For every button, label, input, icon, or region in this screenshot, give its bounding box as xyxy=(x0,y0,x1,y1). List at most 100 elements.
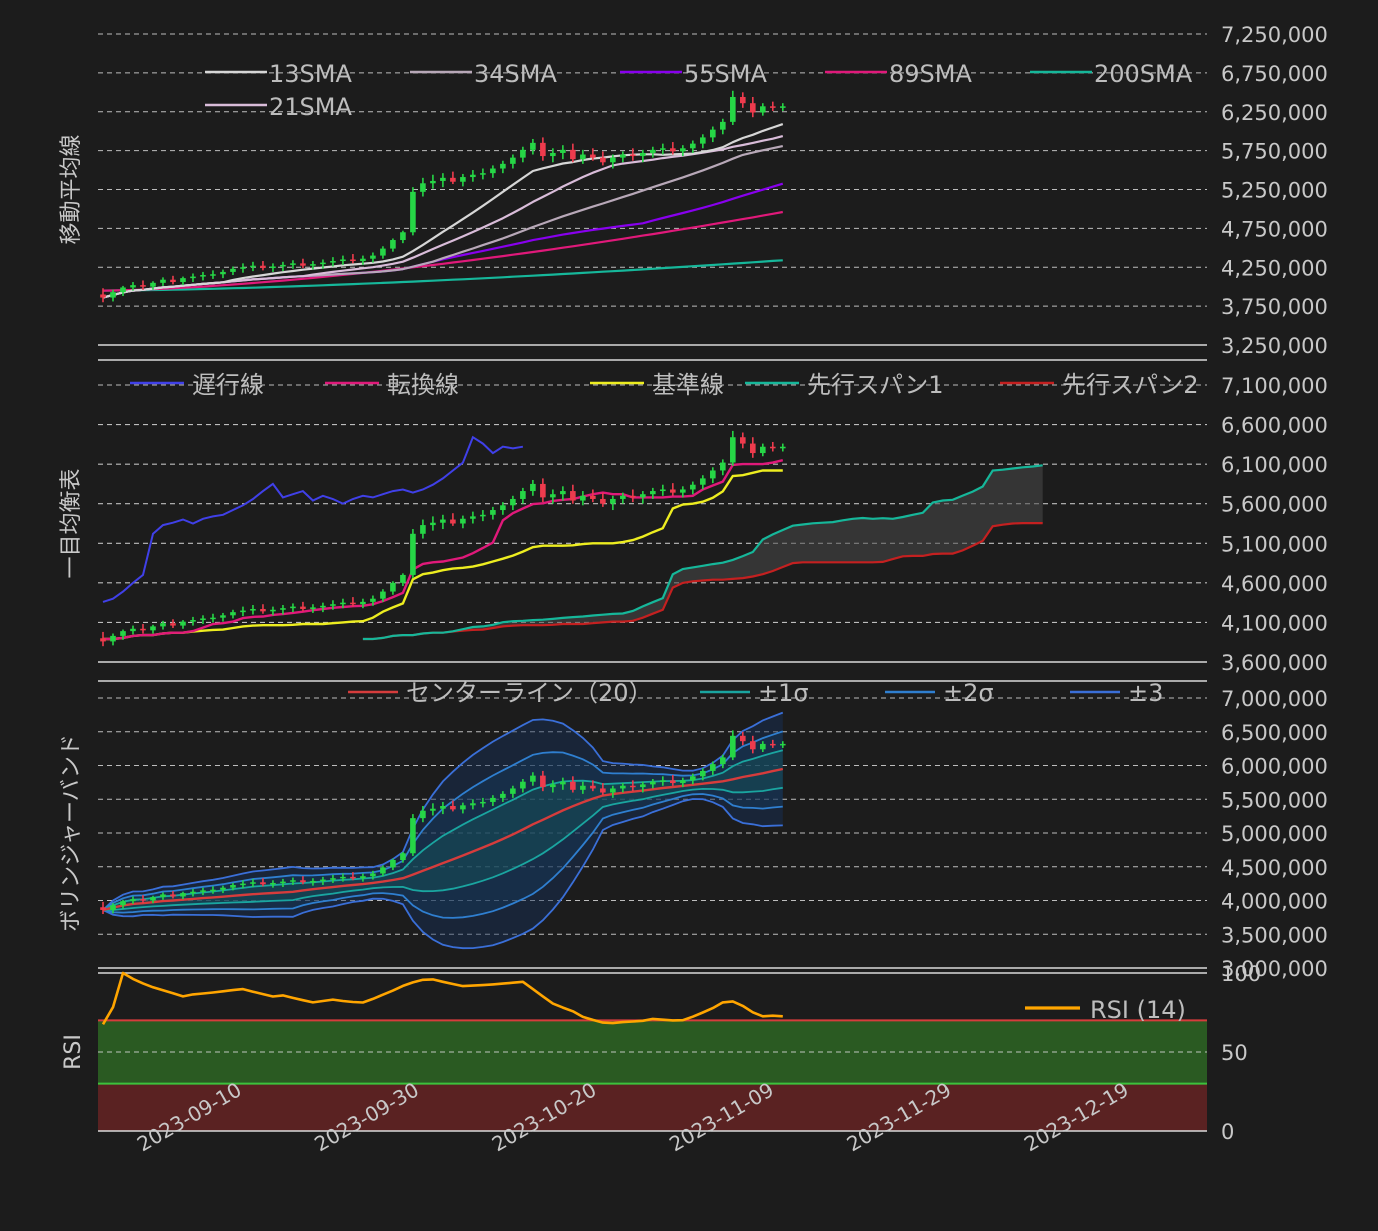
candle-body xyxy=(620,785,626,789)
candle-body xyxy=(550,152,556,157)
candle-body xyxy=(600,788,606,793)
candle-body xyxy=(270,266,276,269)
candle-body xyxy=(230,268,236,272)
legend-label: 先行スパン1 xyxy=(807,371,943,399)
legend-label: 先行スパン2 xyxy=(1062,371,1198,399)
candle-body xyxy=(240,267,246,269)
candle-body xyxy=(740,437,746,444)
bollinger-fill-2sigma xyxy=(103,731,783,918)
candle-body xyxy=(520,491,526,499)
candle-body xyxy=(730,96,736,122)
candle-body xyxy=(690,143,696,149)
sma-line-200sma xyxy=(102,259,783,292)
candle-body xyxy=(120,901,126,906)
y-tick-label: 7,100,000 xyxy=(1221,374,1328,398)
candle-body xyxy=(350,602,356,605)
candle-body xyxy=(210,617,216,620)
candle-body xyxy=(750,443,756,454)
candle-body xyxy=(510,788,516,794)
candle-body xyxy=(580,495,586,501)
candle-body xyxy=(300,606,306,609)
candle-body xyxy=(190,891,196,894)
candle-body xyxy=(200,890,206,892)
candle-body xyxy=(740,96,746,104)
candle-body xyxy=(630,495,636,498)
candle-body xyxy=(420,810,426,819)
y-tick-label: 3,500,000 xyxy=(1221,923,1328,947)
candle-body xyxy=(560,491,566,495)
panel-ylabel-ichimoku: 一目均衡表 xyxy=(59,468,84,578)
bollinger-upper-1sigma xyxy=(102,749,784,911)
bollinger-fill-3sigma xyxy=(103,712,783,949)
candle-body xyxy=(230,884,236,888)
candle-body xyxy=(380,248,386,256)
bollinger-lower-3sigma xyxy=(102,798,783,950)
candle-body xyxy=(360,258,366,262)
candle-body xyxy=(430,180,436,184)
candle-body xyxy=(610,157,616,163)
candle-body xyxy=(140,628,146,631)
candle-body xyxy=(410,191,416,233)
y-tick-label: 5,750,000 xyxy=(1221,140,1328,164)
candle-body xyxy=(220,887,226,890)
candle-body xyxy=(490,168,496,174)
y-tick-label: 3,250,000 xyxy=(1221,334,1328,358)
candle-body xyxy=(280,264,286,267)
candle-body xyxy=(760,743,766,750)
senkou-span-a-line xyxy=(362,464,1043,641)
candle-body xyxy=(250,608,256,611)
candle-body xyxy=(590,785,596,789)
candle-body xyxy=(690,776,696,781)
rsi-line xyxy=(101,971,783,1025)
legend-label: 遅行線 xyxy=(192,371,264,399)
candle-body xyxy=(140,899,146,901)
y-tick-label: 50 xyxy=(1221,1041,1248,1065)
candle-body xyxy=(620,495,626,499)
bollinger-center-line xyxy=(102,767,784,912)
panel-ylabel-sma: 移動平均線 xyxy=(59,134,84,244)
legend-label: ±3 xyxy=(1128,679,1163,707)
candle-body xyxy=(780,743,786,746)
candle-body xyxy=(200,618,206,621)
candle-body xyxy=(450,519,456,524)
candle-body xyxy=(450,177,456,182)
candle-body xyxy=(470,174,476,178)
candle-body xyxy=(530,775,536,782)
candle-body xyxy=(230,612,236,616)
candle-body xyxy=(620,154,626,158)
candle-body xyxy=(330,604,336,606)
candle-body xyxy=(280,608,286,610)
legend-label: RSI (14) xyxy=(1090,996,1186,1024)
candle-body xyxy=(130,285,136,288)
rsi-zone-1 xyxy=(98,1083,1207,1131)
candle-body xyxy=(730,735,736,758)
candle-body xyxy=(220,271,226,275)
candle-body xyxy=(570,781,576,790)
legend-label: 55SMA xyxy=(684,60,767,88)
candle-body xyxy=(110,635,116,642)
candle-body xyxy=(370,598,376,602)
candle-body xyxy=(170,279,176,283)
candle-body xyxy=(360,601,366,605)
candle-body xyxy=(310,607,316,609)
y-tick-label: 100 xyxy=(1221,962,1261,986)
candle-body xyxy=(710,764,716,771)
candle-body xyxy=(640,784,646,788)
candle-body xyxy=(760,106,766,113)
candle-body xyxy=(170,623,176,626)
candle-body xyxy=(410,818,416,854)
candle-body xyxy=(440,177,446,181)
legend-label: 転換線 xyxy=(387,371,459,399)
candle-body xyxy=(550,784,556,788)
candle-body xyxy=(660,489,666,492)
candle-body xyxy=(450,806,456,810)
candle-body xyxy=(700,478,706,485)
y-tick-label: 4,600,000 xyxy=(1221,572,1328,596)
candle-body xyxy=(670,780,676,784)
legend-label: 基準線 xyxy=(652,371,724,399)
candle-body xyxy=(600,498,606,504)
candle-body xyxy=(150,282,156,287)
candle-body xyxy=(290,263,296,265)
chikou-line xyxy=(102,435,524,603)
candle-body xyxy=(370,255,376,259)
